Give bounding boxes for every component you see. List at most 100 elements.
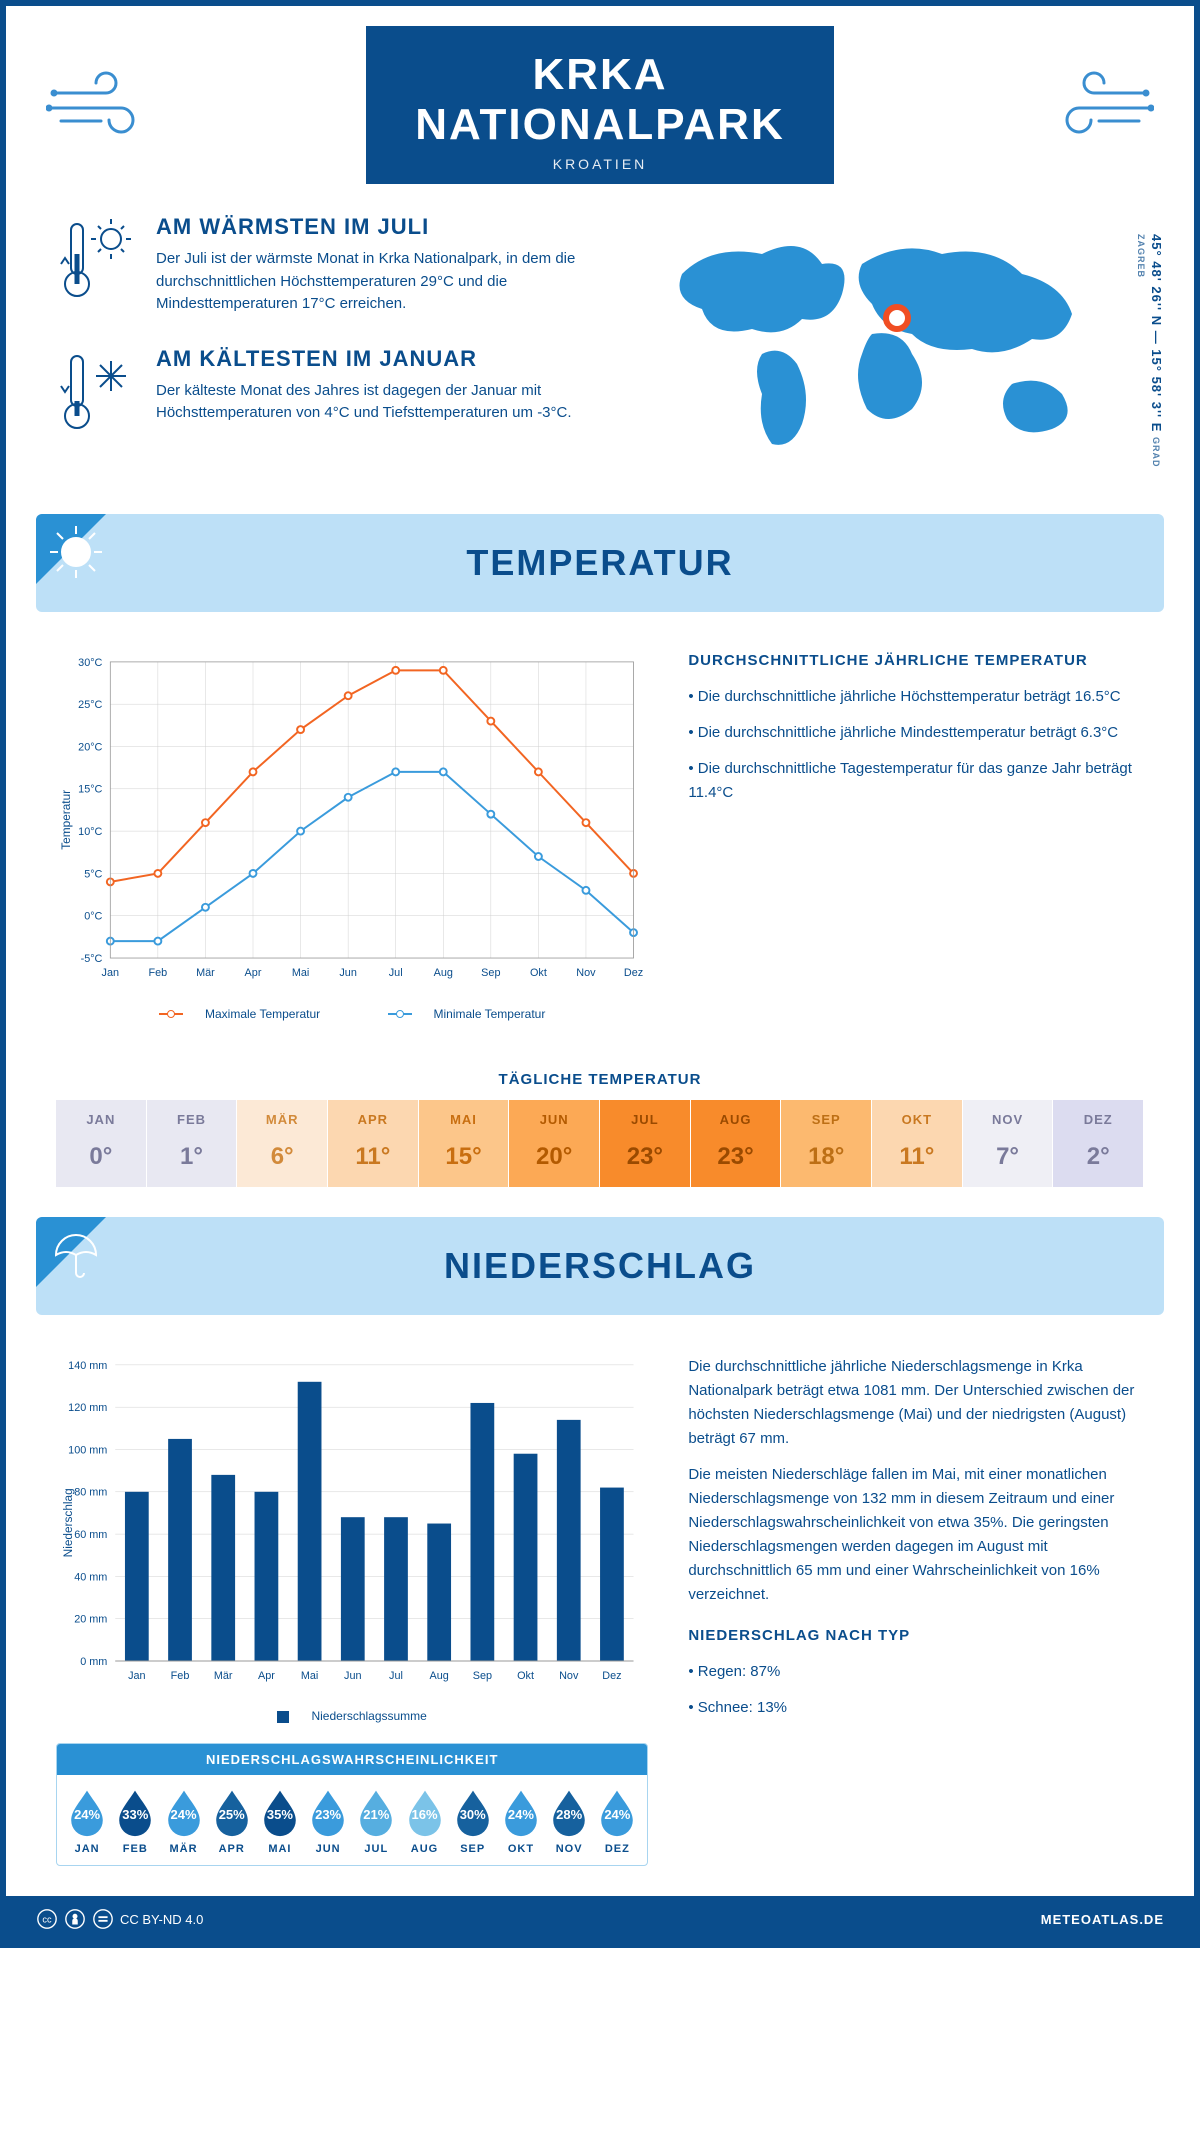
daily-cell: JAN 0° <box>56 1100 147 1187</box>
svg-text:120 mm: 120 mm <box>68 1402 107 1414</box>
svg-text:-5°C: -5°C <box>81 953 103 965</box>
warm-title: AM WÄRMSTEN IM JULI <box>156 214 580 240</box>
prob-cell: 35% MAI <box>256 1785 304 1855</box>
daily-cell: MAI 15° <box>419 1100 510 1187</box>
svg-text:Mai: Mai <box>292 967 309 979</box>
daily-cell: DEZ 2° <box>1053 1100 1144 1187</box>
svg-text:Mär: Mär <box>214 1669 233 1681</box>
prob-cell: 16% AUG <box>400 1785 448 1855</box>
thermometer-snow-icon <box>56 346 136 441</box>
warm-text: Der Juli ist der wärmste Monat in Krka N… <box>156 248 580 316</box>
svg-text:40 mm: 40 mm <box>74 1571 107 1583</box>
svg-text:Dez: Dez <box>624 967 643 979</box>
prob-cell: 21% JUL <box>352 1785 400 1855</box>
wind-icon-right <box>1034 63 1154 148</box>
svg-text:Jul: Jul <box>389 1669 403 1681</box>
svg-text:60 mm: 60 mm <box>74 1529 107 1541</box>
world-map: 45° 48' 26'' N — 15° 58' 3'' E GRAD ZAGR… <box>620 214 1144 474</box>
daily-cell: FEB 1° <box>147 1100 238 1187</box>
svg-text:Okt: Okt <box>530 967 547 979</box>
svg-text:Jul: Jul <box>389 967 403 979</box>
sun-icon <box>46 522 106 587</box>
page-title: KRKA NATIONALPARK <box>366 50 834 150</box>
prob-cell: 24% OKT <box>497 1785 545 1855</box>
daily-cell: NOV 7° <box>963 1100 1054 1187</box>
page-subtitle: KROATIEN <box>366 156 834 172</box>
footer: cc CC BY-ND 4.0 METEOATLAS.DE <box>6 1896 1194 1942</box>
precip-type-title: NIEDERSCHLAG NACH TYP <box>688 1627 1144 1644</box>
daily-temp-grid: JAN 0° FEB 1° MÄR 6° APR 11° MAI 15° JUN… <box>56 1100 1144 1187</box>
header-row: KRKA NATIONALPARK KROATIEN <box>6 6 1194 184</box>
precip-p2: Die meisten Niederschläge fallen im Mai,… <box>688 1463 1144 1607</box>
svg-text:Dez: Dez <box>602 1669 621 1681</box>
daily-cell: JUL 23° <box>600 1100 691 1187</box>
precip-section-header: NIEDERSCHLAG <box>36 1217 1164 1315</box>
svg-text:0 mm: 0 mm <box>80 1656 107 1668</box>
svg-text:Apr: Apr <box>245 967 262 979</box>
temp-chart-row: -5°C0°C5°C10°C15°C20°C25°C30°CJanFebMärA… <box>6 622 1194 1051</box>
daily-temp-title: TÄGLICHE TEMPERATUR <box>6 1071 1194 1088</box>
daily-cell: APR 11° <box>328 1100 419 1187</box>
intro-section: AM WÄRMSTEN IM JULI Der Juli ist der wär… <box>6 184 1194 504</box>
temp-legend: Maximale Temperatur Minimale Temperatur <box>56 1007 648 1021</box>
svg-text:10°C: 10°C <box>78 826 102 838</box>
svg-text:Nov: Nov <box>576 967 596 979</box>
prob-cell: 28% NOV <box>545 1785 593 1855</box>
page: KRKA NATIONALPARK KROATIEN AM WÄRMSTEN I… <box>0 0 1200 1948</box>
prob-cell: 24% DEZ <box>593 1785 641 1855</box>
wind-icon-left <box>46 63 166 148</box>
precip-legend: Niederschlagssumme <box>56 1709 648 1723</box>
daily-cell: SEP 18° <box>781 1100 872 1187</box>
svg-text:Jan: Jan <box>102 967 119 979</box>
svg-text:Aug: Aug <box>430 1669 449 1681</box>
prob-box: NIEDERSCHLAGSWAHRSCHEINLICHKEIT 24% JAN … <box>56 1743 648 1866</box>
svg-text:Niederschlag: Niederschlag <box>61 1488 75 1557</box>
svg-text:20 mm: 20 mm <box>74 1613 107 1625</box>
svg-text:Jun: Jun <box>339 967 356 979</box>
precip-type-2: • Schnee: 13% <box>688 1696 1144 1720</box>
svg-text:Sep: Sep <box>481 967 500 979</box>
temp-text-title: DURCHSCHNITTLICHE JÄHRLICHE TEMPERATUR <box>688 652 1144 669</box>
svg-text:25°C: 25°C <box>78 699 102 711</box>
precip-chart-row: 0 mm20 mm40 mm60 mm80 mm100 mm120 mm140 … <box>6 1325 1194 1897</box>
cold-text: Der kälteste Monat des Jahres ist dagege… <box>156 380 580 425</box>
svg-text:Jun: Jun <box>344 1669 361 1681</box>
site-name: METEOATLAS.DE <box>1041 1912 1164 1927</box>
prob-cell: 24% JAN <box>63 1785 111 1855</box>
svg-text:Apr: Apr <box>258 1669 275 1681</box>
svg-text:Sep: Sep <box>473 1669 492 1681</box>
svg-text:Temperatur: Temperatur <box>59 790 73 850</box>
thermometer-sun-icon <box>56 214 136 316</box>
svg-text:80 mm: 80 mm <box>74 1486 107 1498</box>
temp-section-header: TEMPERATUR <box>36 514 1164 612</box>
precip-type-1: • Regen: 87% <box>688 1660 1144 1684</box>
svg-text:Feb: Feb <box>171 1669 190 1681</box>
daily-cell: AUG 23° <box>691 1100 782 1187</box>
header-banner: KRKA NATIONALPARK KROATIEN <box>366 26 834 184</box>
cold-fact: AM KÄLTESTEN IM JANUAR Der kälteste Mona… <box>56 346 580 441</box>
svg-text:Aug: Aug <box>434 967 453 979</box>
svg-text:Mär: Mär <box>196 967 215 979</box>
temp-bullet-2: • Die durchschnittliche jährliche Mindes… <box>688 721 1144 745</box>
svg-text:cc: cc <box>42 1915 52 1925</box>
temp-line-chart: -5°C0°C5°C10°C15°C20°C25°C30°CJanFebMärA… <box>56 652 648 988</box>
svg-text:140 mm: 140 mm <box>68 1359 107 1371</box>
svg-text:Okt: Okt <box>517 1669 534 1681</box>
temp-bullet-3: • Die durchschnittliche Tagestemperatur … <box>688 757 1144 805</box>
svg-text:5°C: 5°C <box>84 868 102 880</box>
svg-text:Nov: Nov <box>559 1669 579 1681</box>
cold-title: AM KÄLTESTEN IM JANUAR <box>156 346 580 372</box>
precip-p1: Die durchschnittliche jährliche Niedersc… <box>688 1355 1144 1451</box>
prob-cell: 33% FEB <box>111 1785 159 1855</box>
umbrella-icon <box>46 1225 106 1290</box>
prob-title: NIEDERSCHLAGSWAHRSCHEINLICHKEIT <box>57 1744 647 1775</box>
svg-text:15°C: 15°C <box>78 784 102 796</box>
svg-text:Mai: Mai <box>301 1669 318 1681</box>
svg-text:Feb: Feb <box>149 967 168 979</box>
coordinates: 45° 48' 26'' N — 15° 58' 3'' E GRAD ZAGR… <box>1134 234 1164 474</box>
svg-text:20°C: 20°C <box>78 741 102 753</box>
svg-text:Jan: Jan <box>128 1669 145 1681</box>
temp-heading: TEMPERATUR <box>36 542 1164 584</box>
warm-fact: AM WÄRMSTEN IM JULI Der Juli ist der wär… <box>56 214 580 316</box>
prob-cell: 30% SEP <box>449 1785 497 1855</box>
